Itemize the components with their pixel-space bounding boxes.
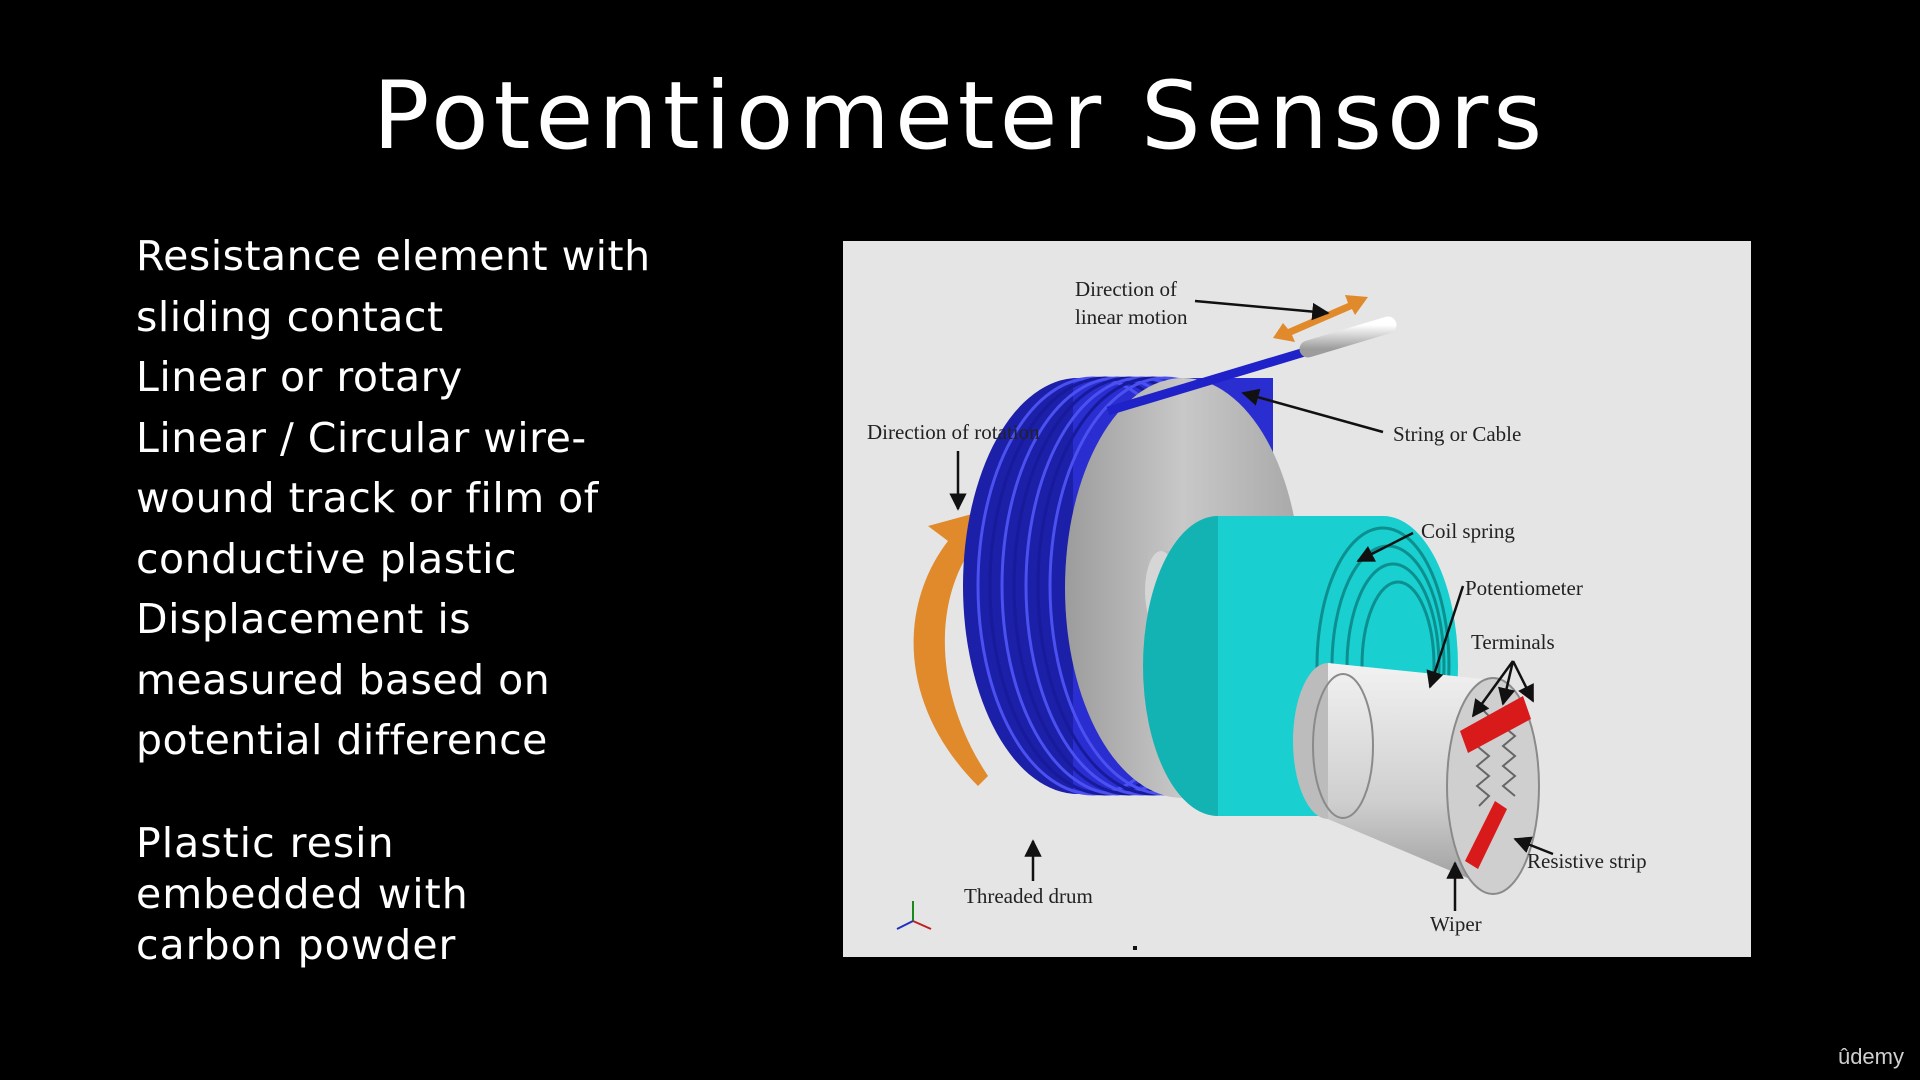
label-wiper: Wiper [1430, 912, 1482, 936]
label-potentiometer: Potentiometer [1465, 576, 1583, 600]
note-line: Plastic resin [136, 819, 395, 867]
pointer-lines [949, 299, 1554, 911]
label-terminals: Terminals [1471, 630, 1555, 654]
bullet-line: conductive plastic [136, 534, 518, 583]
bullet-line: Displacement is [136, 595, 472, 643]
potentiometer-housing [1293, 663, 1540, 895]
bullet-line: wound track or film of [136, 474, 599, 522]
bullet-line: measured based on [136, 655, 551, 704]
label-rotation: Direction of rotation [867, 420, 1040, 444]
bullet-list: Resistance element with sliding contact … [136, 226, 651, 771]
rotation-arrow [913, 511, 988, 786]
udemy-logo: ûdemy [1837, 1044, 1904, 1069]
dot-marker [1133, 946, 1137, 950]
label-resistive-strip: Resistive strip [1527, 849, 1647, 873]
cable [1106, 346, 1310, 416]
terminals [1460, 696, 1531, 753]
note-line: embedded with [136, 870, 469, 918]
bullet-line: potential difference [136, 716, 548, 764]
axis-triad-icon [896, 901, 932, 930]
label-string-or-cable: String or Cable [1393, 422, 1521, 446]
note-block: Plastic resin embedded with carbon powde… [136, 818, 469, 971]
label-linear-motion-line1: Direction of [1075, 277, 1177, 301]
bullet-line: Resistance element with [136, 232, 651, 280]
bullet-line: Linear / Circular wire- [136, 413, 587, 462]
label-linear-motion-line2: linear motion [1075, 305, 1188, 329]
potentiometer-diagram: Direction of linear motion Direction of … [843, 241, 1751, 957]
note-line: carbon powder [136, 921, 457, 969]
slide-title: Potentiometer Sensors [372, 62, 1548, 171]
cable-rod [1299, 316, 1397, 358]
bullet-line: sliding contact [136, 292, 444, 341]
label-coil-spring: Coil spring [1421, 519, 1515, 543]
bullet-line: Linear or rotary [136, 353, 463, 401]
wiper [1465, 801, 1507, 869]
label-threaded-drum: Threaded drum [964, 884, 1093, 908]
